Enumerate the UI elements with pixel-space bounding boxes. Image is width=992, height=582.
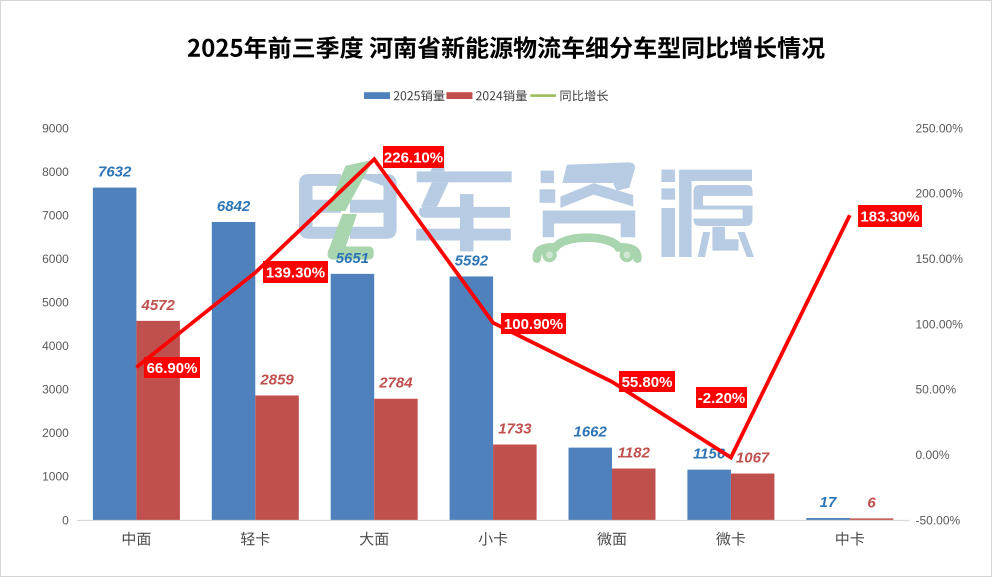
svg-text:250.00%: 250.00% [916, 121, 964, 135]
svg-text:183.30%: 183.30% [860, 208, 919, 225]
svg-text:5592: 5592 [455, 252, 489, 269]
svg-text:1067: 1067 [736, 450, 770, 467]
svg-text:150.00%: 150.00% [916, 252, 964, 266]
svg-text:6842: 6842 [217, 198, 251, 215]
svg-text:1662: 1662 [574, 424, 608, 441]
svg-text:2000: 2000 [42, 426, 69, 440]
svg-text:66.90%: 66.90% [147, 360, 198, 377]
svg-text:0: 0 [62, 513, 69, 527]
svg-text:6: 6 [867, 494, 876, 511]
svg-text:100.90%: 100.90% [504, 316, 563, 333]
svg-text:-2.20%: -2.20% [698, 390, 746, 407]
svg-text:2859: 2859 [259, 372, 294, 389]
svg-text:100.00%: 100.00% [916, 317, 964, 331]
svg-text:55.80%: 55.80% [622, 374, 673, 391]
svg-text:226.10%: 226.10% [384, 149, 443, 166]
svg-text:17: 17 [820, 494, 837, 511]
svg-text:8000: 8000 [42, 165, 69, 179]
svg-text:3000: 3000 [42, 383, 69, 397]
svg-text:1000: 1000 [42, 470, 69, 484]
svg-text:5651: 5651 [336, 250, 369, 267]
svg-text:139.30%: 139.30% [266, 264, 325, 281]
svg-text:4572: 4572 [141, 297, 176, 314]
svg-text:1156: 1156 [693, 446, 726, 463]
svg-text:7000: 7000 [42, 208, 69, 222]
svg-text:6000: 6000 [42, 252, 69, 266]
svg-text:2784: 2784 [378, 375, 413, 392]
svg-text:7632: 7632 [98, 164, 132, 181]
svg-text:0.00%: 0.00% [916, 448, 950, 462]
svg-text:4000: 4000 [42, 339, 69, 353]
svg-text:1182: 1182 [618, 445, 651, 462]
svg-text:200.00%: 200.00% [916, 187, 964, 201]
svg-text:9000: 9000 [42, 121, 69, 135]
svg-text:-50.00%: -50.00% [916, 513, 961, 527]
svg-text:1733: 1733 [498, 421, 532, 438]
svg-text:5000: 5000 [42, 296, 69, 310]
svg-text:50.00%: 50.00% [916, 383, 957, 397]
